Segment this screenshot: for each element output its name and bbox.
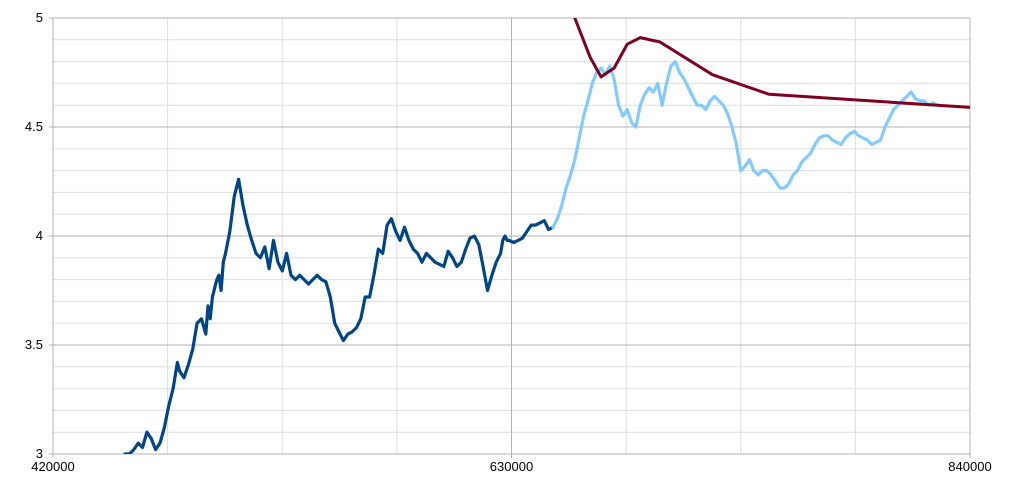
series-lines (123, 18, 970, 454)
x-tick-label: 630000 (490, 459, 533, 474)
axis-tick-labels: 420000 630000 840000 3 3.5 4 4.5 5 (25, 10, 992, 474)
x-tick-label: 840000 (948, 459, 991, 474)
series-line-1 (123, 177, 555, 454)
x-tick-label: 420000 (31, 459, 74, 474)
y-tick-label: 4.5 (25, 119, 43, 134)
y-tick-label: 4 (36, 228, 43, 243)
plot-grid (49, 17, 971, 458)
y-tick-label: 3 (36, 446, 43, 461)
series-line-3 (573, 18, 970, 109)
y-tick-label: 3.5 (25, 337, 43, 352)
y-tick-label: 5 (36, 10, 43, 25)
series-line-2 (551, 59, 939, 229)
